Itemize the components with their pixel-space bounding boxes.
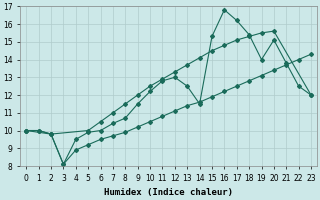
X-axis label: Humidex (Indice chaleur): Humidex (Indice chaleur) [104,188,233,197]
